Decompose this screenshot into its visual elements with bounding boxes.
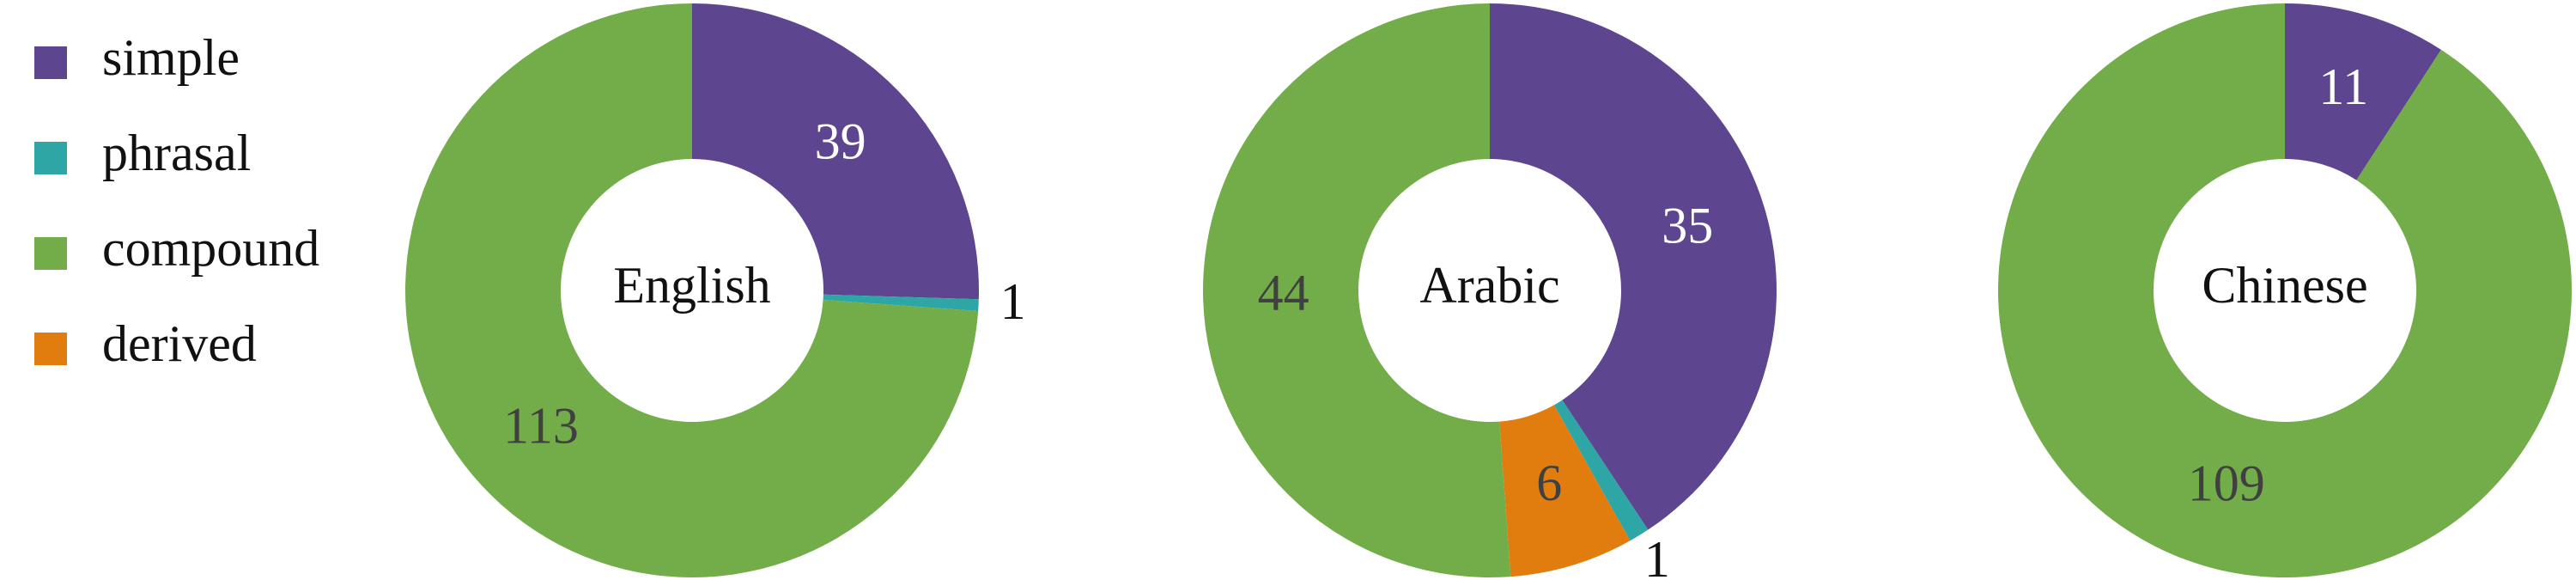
donut-slice [692, 3, 979, 300]
value-label: 11 [2318, 58, 2368, 115]
value-label: 1 [1000, 273, 1026, 330]
value-label: 113 [503, 398, 579, 455]
legend-label: derived [102, 315, 257, 372]
donut-slice [1998, 3, 2572, 577]
legend-label: phrasal [102, 125, 251, 181]
donut-slice [1490, 3, 1777, 530]
donut-slice [823, 294, 979, 311]
center-label: English [613, 257, 770, 314]
value-label: 1 [1644, 531, 1670, 580]
legend-label: compound [102, 220, 319, 277]
donut-slice [404, 3, 979, 577]
donut-slice [1203, 3, 1511, 577]
value-label: 109 [2188, 455, 2265, 511]
value-label: 39 [815, 113, 866, 169]
legend-swatch [34, 237, 67, 270]
center-label: Chinese [2202, 257, 2367, 314]
legend-swatch [34, 46, 67, 79]
legend-swatch [34, 333, 67, 365]
value-label: 6 [1536, 455, 1562, 511]
donut-slice [1553, 400, 1649, 541]
legend-swatch [34, 142, 67, 174]
value-label: 44 [1258, 265, 1309, 321]
center-label: Arabic [1419, 257, 1559, 314]
donut-slice [2285, 3, 2441, 180]
donut-slice [1499, 405, 1631, 577]
value-label: 35 [1662, 197, 1713, 253]
legend-label: simple [102, 29, 240, 86]
